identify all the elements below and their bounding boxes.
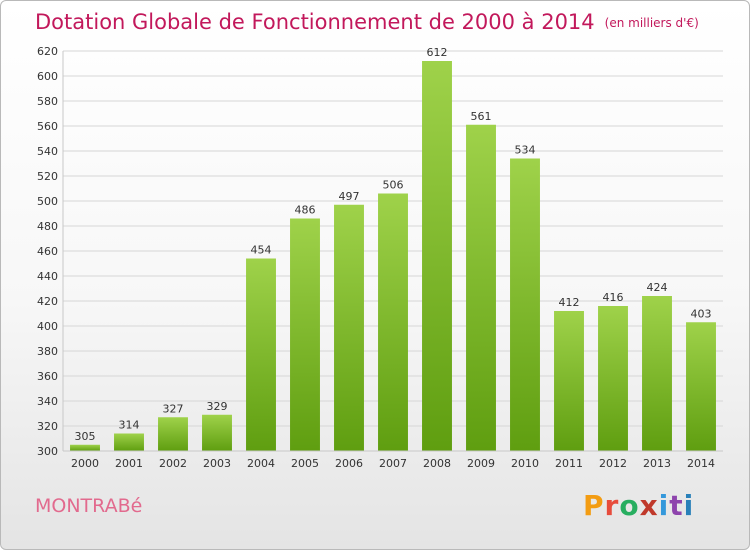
- chart-subtitle: (en milliers d'€): [604, 16, 699, 30]
- x-tick-label: 2014: [687, 457, 715, 470]
- bar-2010: [510, 158, 540, 451]
- data-label: 506: [383, 179, 404, 192]
- y-tick-label: 500: [37, 195, 58, 208]
- y-tick-label: 340: [37, 395, 58, 408]
- y-tick-label: 400: [37, 320, 58, 333]
- y-tick-label: 620: [37, 45, 58, 58]
- x-tick-label: 2001: [115, 457, 143, 470]
- x-tick-label: 2008: [423, 457, 451, 470]
- brand-letter: o: [619, 489, 640, 522]
- data-label: 424: [647, 281, 668, 294]
- bar-2001: [114, 433, 144, 451]
- y-tick-label: 580: [37, 95, 58, 108]
- y-tick-label: 540: [37, 145, 58, 158]
- y-tick-label: 520: [37, 170, 58, 183]
- y-tick-label: 460: [37, 245, 58, 258]
- x-tick-label: 2013: [643, 457, 671, 470]
- x-tick-label: 2004: [247, 457, 275, 470]
- title-text: Dotation Globale de Fonctionnement de 20…: [35, 10, 595, 34]
- y-tick-label: 480: [37, 220, 58, 233]
- brand-letter: r: [604, 489, 620, 522]
- data-label: 534: [515, 144, 536, 157]
- x-tick-label: 2007: [379, 457, 407, 470]
- bar-2007: [378, 193, 408, 451]
- x-tick-label: 2010: [511, 457, 539, 470]
- data-label: 454: [251, 244, 272, 257]
- data-label: 403: [691, 307, 712, 320]
- data-label: 314: [119, 419, 140, 432]
- bar-2014: [686, 322, 716, 451]
- commune-name: MONTRABé: [35, 495, 143, 517]
- y-tick-label: 380: [37, 345, 58, 358]
- x-tick-label: 2012: [599, 457, 627, 470]
- bar-2002: [158, 417, 188, 451]
- x-tick-label: 2006: [335, 457, 363, 470]
- bar-2013: [642, 296, 672, 451]
- data-label: 416: [603, 291, 624, 304]
- brand-letter: t: [669, 489, 684, 522]
- data-label: 329: [207, 400, 228, 413]
- data-label: 305: [75, 430, 96, 443]
- data-label: 412: [559, 296, 580, 309]
- bar-2011: [554, 311, 584, 451]
- x-tick-label: 2000: [71, 457, 99, 470]
- y-tick-label: 320: [37, 420, 58, 433]
- x-tick-label: 2003: [203, 457, 231, 470]
- bar-2000: [70, 444, 100, 451]
- proxiti-logo: Proxiti: [583, 489, 694, 522]
- chart-title: Dotation Globale de Fonctionnement de 20…: [35, 7, 699, 37]
- brand-letter: P: [583, 489, 605, 522]
- x-tick-label: 2005: [291, 457, 319, 470]
- bar-2008: [422, 61, 452, 451]
- bars: 305 314 327 329 454 486 497 506 612 561 534 412 416 4…: [70, 46, 716, 451]
- y-tick-label: 440: [37, 270, 58, 283]
- brand-letter: x: [639, 489, 659, 522]
- x-tick-label: 2009: [467, 457, 495, 470]
- bar-2004: [246, 258, 276, 451]
- data-label: 497: [339, 190, 360, 203]
- data-label: 612: [427, 46, 448, 59]
- brand-letter: i: [658, 489, 670, 522]
- y-tick-label: 420: [37, 295, 58, 308]
- y-tick-label: 360: [37, 370, 58, 383]
- x-tick-label: 2002: [159, 457, 187, 470]
- y-tick-label: 560: [37, 120, 58, 133]
- data-label: 486: [295, 204, 316, 217]
- bar-2009: [466, 124, 496, 451]
- y-tick-label: 300: [37, 445, 58, 458]
- bar-2005: [290, 218, 320, 451]
- x-axis: 2000 2001 2002 2003 2004 2005 2006 2007 2008 2009…: [63, 450, 723, 470]
- y-tick-label: 600: [37, 70, 58, 83]
- y-axis: 300 320 340 360 380 400 420 440 460 480 500 520 540 5…: [37, 45, 64, 458]
- bar-2006: [334, 204, 364, 451]
- data-label: 327: [163, 402, 184, 415]
- bar-2003: [202, 414, 232, 451]
- x-tick-label: 2011: [555, 457, 583, 470]
- data-label: 561: [471, 110, 492, 123]
- bar-2012: [598, 306, 628, 451]
- brand-letter: i: [683, 489, 695, 522]
